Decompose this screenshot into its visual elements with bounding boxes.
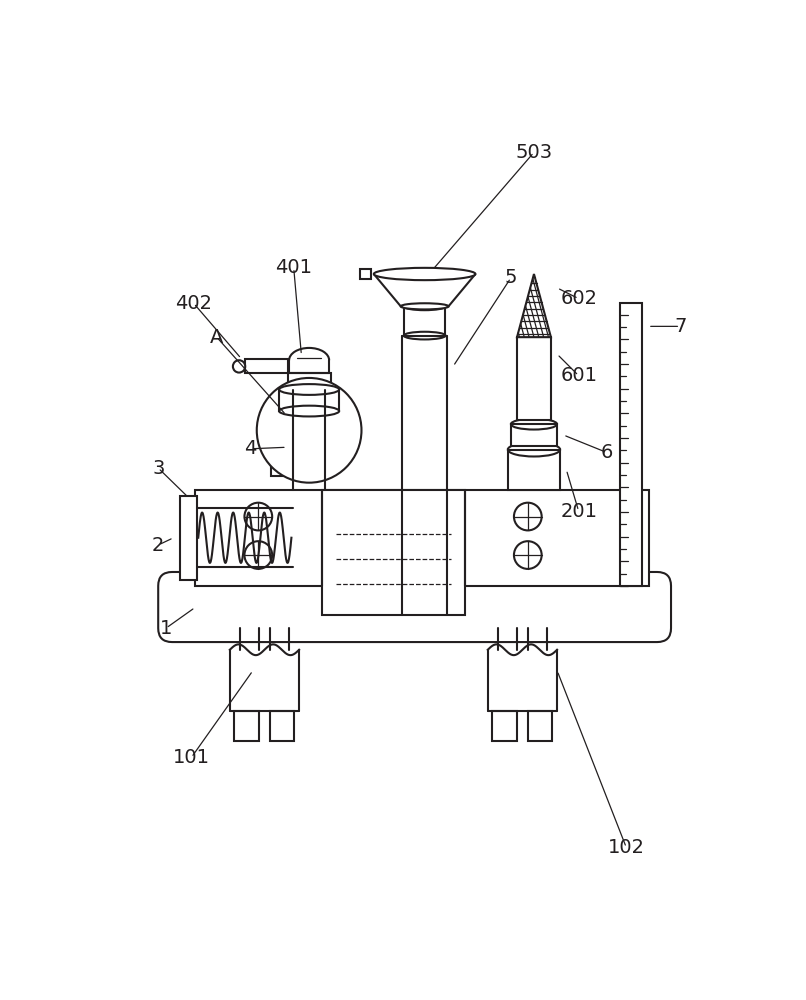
Ellipse shape [401,303,448,309]
Bar [508,450,560,490]
Bar [511,424,557,446]
Ellipse shape [404,302,446,310]
Bar [235,711,259,741]
Text: A: A [210,328,223,347]
Bar [270,711,294,741]
Text: 602: 602 [560,289,597,308]
Text: 101: 101 [172,748,210,767]
Bar [528,711,552,741]
Circle shape [514,541,542,569]
Bar [279,389,339,411]
Text: 102: 102 [608,838,645,857]
Circle shape [233,360,245,373]
Bar [404,306,446,336]
Polygon shape [374,274,476,306]
Bar [360,269,371,279]
Circle shape [514,503,542,530]
Ellipse shape [374,268,476,280]
Text: 4: 4 [244,439,257,458]
Text: 3: 3 [152,459,164,478]
Text: 2: 2 [152,536,164,555]
FancyBboxPatch shape [158,572,671,642]
Bar [272,459,293,476]
Bar [195,490,650,586]
Text: 6: 6 [601,443,613,462]
Text: 7: 7 [674,317,687,336]
Text: 402: 402 [175,294,212,313]
Bar [288,373,330,389]
Polygon shape [517,274,551,337]
Circle shape [244,503,272,530]
Bar [517,337,551,420]
Text: 201: 201 [560,502,597,521]
Circle shape [257,378,361,483]
Circle shape [244,541,272,569]
Ellipse shape [279,406,339,416]
Text: 601: 601 [560,366,597,385]
Ellipse shape [279,384,339,395]
Text: 1: 1 [160,619,172,638]
Text: 401: 401 [275,258,312,277]
Text: 5: 5 [505,268,517,287]
Bar [180,496,197,580]
Ellipse shape [404,332,446,339]
Text: 503: 503 [515,143,553,162]
Bar [492,711,517,741]
Bar [322,490,465,615]
Bar [620,303,642,586]
Bar [245,359,288,373]
